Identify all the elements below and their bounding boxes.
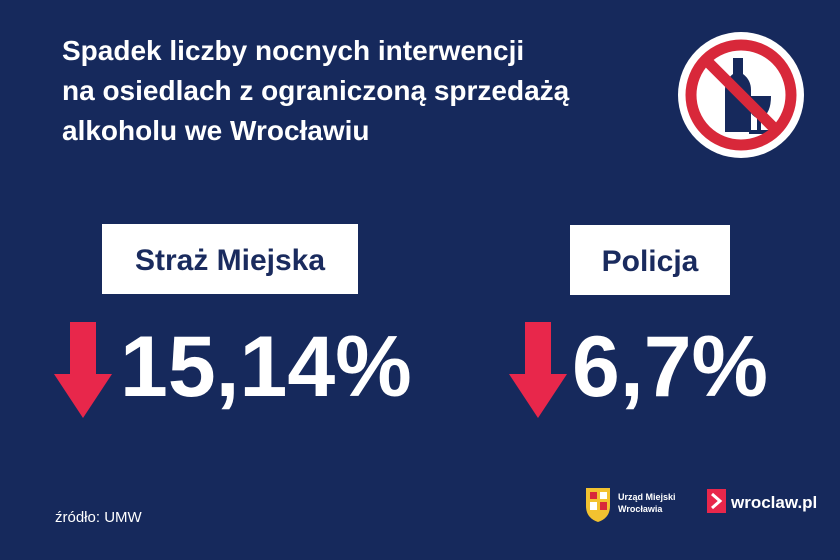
title-line: na osiedlach z ograniczoną sprzedażą (62, 75, 570, 106)
label-box (102, 224, 358, 294)
down-arrow (54, 322, 112, 418)
office-name: Wrocławia (618, 504, 663, 514)
stat-label: Policja (602, 245, 699, 278)
site: wroclaw.pl (730, 493, 817, 512)
office-name: Urząd Miejski (618, 492, 676, 502)
title-line: alkoholu we Wrocławiu (62, 115, 370, 146)
title-line: Spadek liczby nocnych interwencji (62, 35, 524, 66)
no-alcohol-icon (678, 32, 804, 158)
stat-label: Straż Miejska (135, 244, 325, 277)
site-logo (707, 489, 726, 513)
label-box (570, 225, 730, 295)
site-logo-chevron (711, 492, 723, 510)
city-crest (586, 488, 610, 522)
source: źródło: UMW (55, 509, 143, 526)
stat-value: 6,7% (572, 319, 768, 415)
stat-value: 15,14% (120, 319, 412, 415)
down-arrow (509, 322, 567, 418)
